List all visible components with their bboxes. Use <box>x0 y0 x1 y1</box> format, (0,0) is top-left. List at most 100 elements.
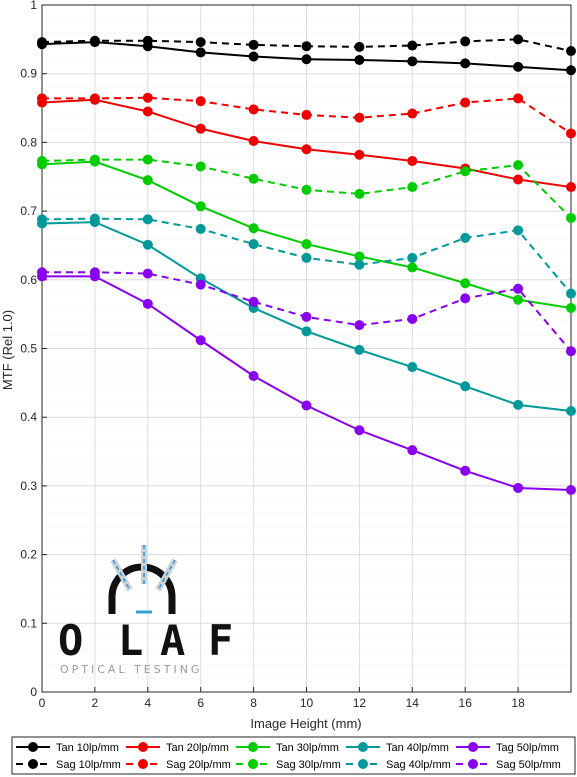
series-3-point-10 <box>566 128 576 139</box>
series-0-point-4 <box>248 51 259 62</box>
y-axis-label: MTF (Rel 1.0) <box>0 310 15 390</box>
series-0-point-8 <box>460 58 471 69</box>
y-tick-label-4: 0.4 <box>20 410 37 424</box>
series-1-point-3 <box>195 37 206 48</box>
series-3-point-7 <box>407 108 418 119</box>
series-7-point-2 <box>142 214 153 225</box>
x-tick-label-1: 2 <box>92 696 99 710</box>
series-5-point-3 <box>195 161 206 172</box>
series-8-point-4 <box>248 370 259 381</box>
series-2-point-6 <box>354 149 365 160</box>
y-tick-label-0: 0 <box>30 685 37 699</box>
legend-item-7: Sag 40lp/mm <box>346 759 451 771</box>
x-tick-label-0: 0 <box>39 696 46 710</box>
y-tick-label-9: 0.9 <box>20 67 37 81</box>
series-1-point-10 <box>566 46 576 57</box>
series-4-point-7 <box>407 262 418 273</box>
legend-item-1: Sag 10lp/mm <box>16 759 121 771</box>
series-5-point-2 <box>142 154 153 165</box>
legend-swatch-marker-9 <box>468 759 478 769</box>
series-8-point-6 <box>354 425 365 436</box>
legend-swatch-marker-4 <box>248 742 258 752</box>
series-5-point-0 <box>37 155 47 166</box>
series-3-point-0 <box>37 93 47 104</box>
series-9-point-9 <box>513 283 524 294</box>
legend-item-5: Sag 30lp/mm <box>236 759 341 771</box>
series-0-point-5 <box>301 54 312 65</box>
x-tick-label-8: 16 <box>459 696 473 710</box>
series-2-point-3 <box>195 123 206 134</box>
series-0-point-10 <box>566 65 576 76</box>
x-axis-label: Image Height (mm) <box>250 716 361 731</box>
series-8-point-8 <box>460 465 471 476</box>
series-8 <box>37 271 576 496</box>
legend-item-6: Tan 40lp/mm <box>346 742 449 754</box>
x-tick-label-7: 14 <box>406 696 420 710</box>
series-1-point-9 <box>513 34 524 45</box>
series-layer <box>37 34 576 496</box>
series-2-point-2 <box>142 106 153 117</box>
legend-item-2: Tan 20lp/mm <box>126 742 229 754</box>
series-7-point-8 <box>460 232 471 243</box>
series-7-point-6 <box>354 259 365 270</box>
legend-swatch-marker-5 <box>248 759 258 769</box>
logo-lens-icon <box>108 545 178 614</box>
series-5-point-9 <box>513 160 524 171</box>
series-8-point-2 <box>142 298 153 309</box>
series-8-point-5 <box>301 400 312 411</box>
series-4-point-4 <box>248 223 259 234</box>
series-4-point-5 <box>301 239 312 250</box>
series-7-point-10 <box>566 288 576 299</box>
x-tick-label-5: 10 <box>300 696 314 710</box>
y-tick-label-6: 0.6 <box>20 273 37 287</box>
series-3-point-4 <box>248 104 259 115</box>
series-5-point-1 <box>89 154 100 165</box>
legend-swatch-marker-3 <box>138 759 148 769</box>
legend-label-9: Sag 50lp/mm <box>496 759 561 771</box>
series-9-point-1 <box>89 267 100 278</box>
legend-box <box>11 736 576 775</box>
legend-swatch-marker-2 <box>138 742 148 752</box>
legend-label-8: Tag 50lp/mm <box>496 742 559 754</box>
series-1-point-1 <box>89 35 100 46</box>
series-1-point-8 <box>460 36 471 47</box>
series-0-point-6 <box>354 54 365 65</box>
series-9-point-3 <box>195 279 206 290</box>
legend-label-1: Sag 10lp/mm <box>56 759 121 771</box>
y-tick-label-8: 0.8 <box>20 135 37 149</box>
series-1 <box>37 34 576 57</box>
series-9-point-7 <box>407 313 418 324</box>
series-3-point-5 <box>301 109 312 120</box>
series-2-point-5 <box>301 144 312 155</box>
series-8-point-10 <box>566 485 576 496</box>
legend-swatch-marker-8 <box>468 742 478 752</box>
series-0-point-3 <box>195 47 206 58</box>
series-3-point-9 <box>513 93 524 104</box>
x-tick-label-3: 6 <box>197 696 204 710</box>
legend-item-9: Sag 50lp/mm <box>456 759 561 771</box>
series-6-point-9 <box>513 399 524 410</box>
x-tick-label-6: 12 <box>353 696 367 710</box>
logo-letter-a: A <box>160 616 185 665</box>
x-axis-ticks: 0 2 4 6 8 10 12 14 16 18 <box>39 687 525 710</box>
x-tick-label-4: 8 <box>250 696 257 710</box>
series-6-point-6 <box>354 344 365 355</box>
y-tick-label-2: 0.2 <box>20 548 37 562</box>
legend-item-8: Tag 50lp/mm <box>456 742 559 754</box>
series-5-point-10 <box>566 212 576 223</box>
series-1-point-2 <box>142 35 153 46</box>
legend-item-0: Tan 10lp/mm <box>16 742 119 754</box>
series-4-point-10 <box>566 302 576 313</box>
series-4-point-2 <box>142 175 153 186</box>
series-9-point-8 <box>460 293 471 304</box>
series-3 <box>37 92 576 139</box>
logo-letter-f: F <box>208 616 233 665</box>
legend-swatch-marker-6 <box>358 742 368 752</box>
legend-label-4: Tan 30lp/mm <box>276 742 339 754</box>
legend-label-5: Sag 30lp/mm <box>276 759 341 771</box>
olaf-logo: O L A F OPTICAL TESTING <box>58 545 233 676</box>
series-5-point-8 <box>460 166 471 177</box>
series-0-point-7 <box>407 56 418 67</box>
series-4-point-9 <box>513 294 524 305</box>
